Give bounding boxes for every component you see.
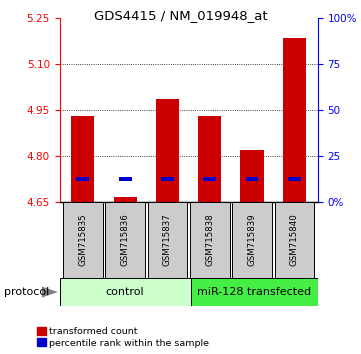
Text: GSM715835: GSM715835 (78, 213, 87, 266)
Text: miR-128 transfected: miR-128 transfected (197, 287, 311, 297)
Bar (156, 99, 179, 202)
Bar (60, 278, 191, 306)
Bar (105, 202, 145, 278)
Bar (275, 202, 314, 278)
Bar (119, 177, 131, 181)
Bar (246, 177, 258, 181)
Bar (198, 116, 221, 202)
Bar (190, 202, 230, 278)
Text: protocol: protocol (4, 287, 49, 297)
Text: GDS4415 / NM_019948_at: GDS4415 / NM_019948_at (94, 9, 267, 22)
Bar (63, 202, 103, 278)
Bar (203, 177, 216, 181)
Bar (232, 202, 272, 278)
Bar (240, 150, 264, 202)
Bar (148, 202, 187, 278)
Text: GSM715836: GSM715836 (121, 213, 130, 266)
Bar (71, 116, 95, 202)
Bar (288, 177, 301, 181)
Text: GSM715839: GSM715839 (248, 213, 257, 266)
Bar (113, 196, 137, 202)
Text: GSM715840: GSM715840 (290, 213, 299, 266)
Polygon shape (42, 286, 58, 298)
Legend: transformed count, percentile rank within the sample: transformed count, percentile rank withi… (37, 327, 209, 348)
Bar (283, 38, 306, 202)
Text: control: control (106, 287, 144, 297)
Bar (191, 278, 318, 306)
Bar (77, 177, 89, 181)
Text: GSM715838: GSM715838 (205, 213, 214, 266)
Bar (161, 177, 174, 181)
Text: GSM715837: GSM715837 (163, 213, 172, 266)
